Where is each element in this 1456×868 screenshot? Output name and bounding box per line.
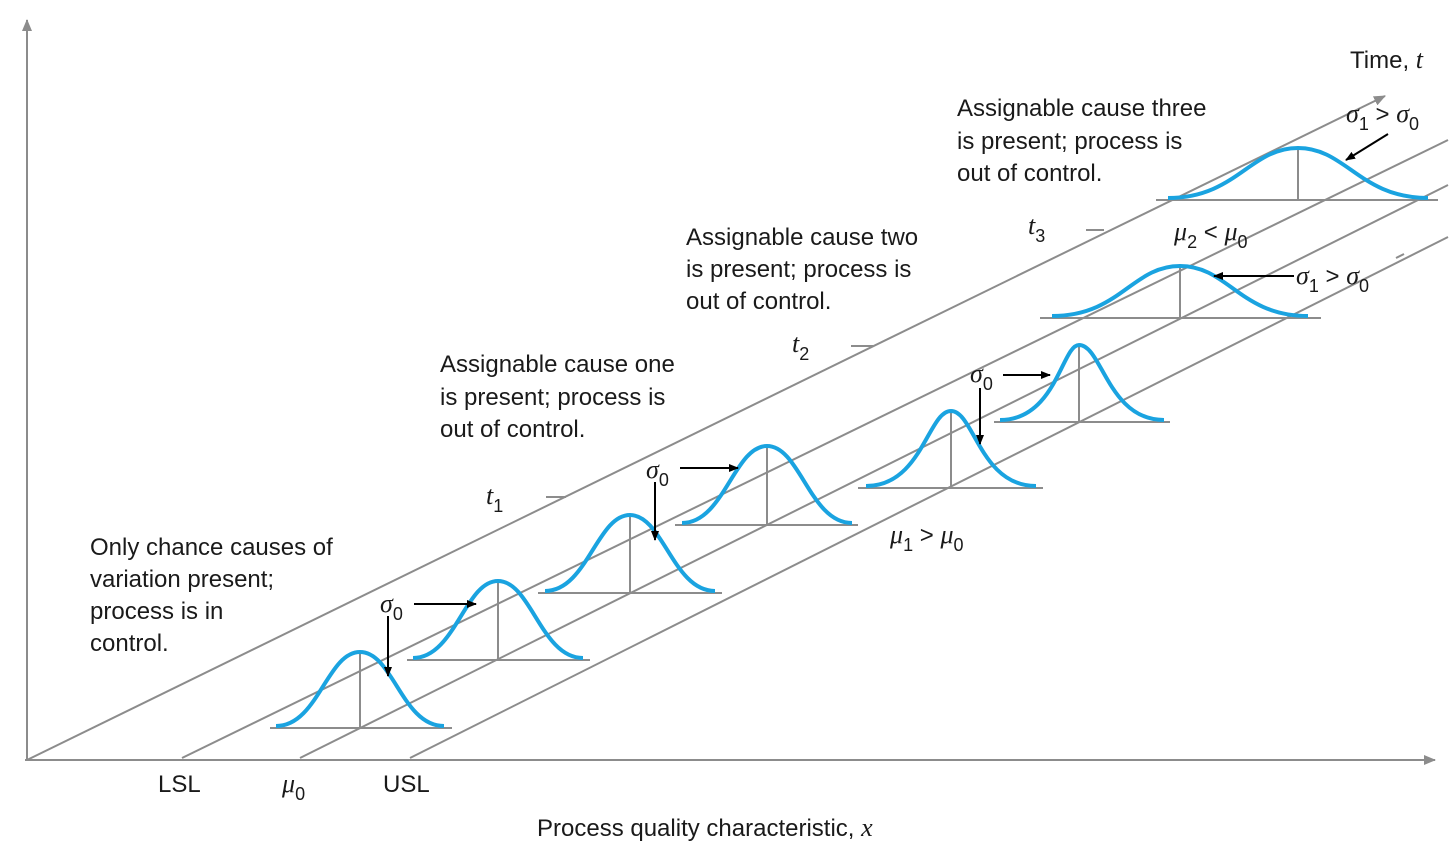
sigma1-gt-sigma0-annotation-2: σ1 > σ0 <box>1345 99 1419 161</box>
bell-curve-6-narrow <box>999 342 1165 422</box>
distribution-1 <box>270 649 452 729</box>
mu0-axis-label: μ0 <box>281 769 305 804</box>
distribution-3 <box>538 512 722 594</box>
svg-text:σ0: σ0 <box>646 455 669 490</box>
bell-curve-1 <box>275 649 445 728</box>
caption-in-control: Only chance causes of variation present;… <box>90 534 339 657</box>
svg-text:σ1 > σ0: σ1 > σ0 <box>1296 261 1369 296</box>
caption-cause-two: Assignable cause two is present; process… <box>686 224 925 315</box>
usl-line <box>409 236 1449 759</box>
sigma-annotation-2: σ0 <box>646 455 739 541</box>
distribution-8 <box>1156 145 1438 201</box>
bell-curve-3 <box>544 512 716 593</box>
bell-curve-5-narrow <box>865 408 1037 488</box>
distribution-6 <box>994 342 1170 423</box>
t3-extra-tick <box>1395 253 1405 259</box>
sigma1-gt-sigma0-annotation-1: σ1 > σ0 <box>1213 261 1369 296</box>
sigma-annotation-1: σ0 <box>380 589 477 677</box>
x-axis-title: Process quality characteristic, x <box>537 813 873 842</box>
svg-text:σ0: σ0 <box>380 589 403 624</box>
sigma-annotation-3: σ0 <box>970 359 1051 445</box>
distribution-7 <box>1040 263 1321 319</box>
t1-label: t1 <box>486 481 503 516</box>
svg-text:σ0: σ0 <box>970 359 993 394</box>
caption-cause-one: Assignable cause one is present; process… <box>440 351 682 443</box>
distribution-2 <box>407 578 590 661</box>
lsl-label: LSL <box>158 771 201 798</box>
lsl-line <box>181 139 1449 759</box>
bell-curve-7-wide <box>1051 263 1309 318</box>
bell-curve-4 <box>681 443 853 525</box>
caption-cause-three: Assignable cause three is present; proce… <box>957 95 1213 187</box>
distribution-4 <box>675 443 858 526</box>
bell-curve-8-wide <box>1167 145 1429 200</box>
usl-label: USL <box>383 771 430 798</box>
t2-label: t2 <box>792 329 809 364</box>
time-axis-title: Time, t <box>1350 45 1424 74</box>
t3-label: t3 <box>1028 211 1045 246</box>
mu2-lt-mu0-label: μ2 < μ0 <box>1173 217 1248 252</box>
svg-text:σ1 > σ0: σ1 > σ0 <box>1346 99 1419 134</box>
time-axis <box>26 95 1386 761</box>
mu1-gt-mu0-label: μ1 > μ0 <box>889 520 964 555</box>
mu0-line <box>299 184 1449 759</box>
distribution-5 <box>858 408 1043 489</box>
bell-curve-2 <box>412 578 584 660</box>
